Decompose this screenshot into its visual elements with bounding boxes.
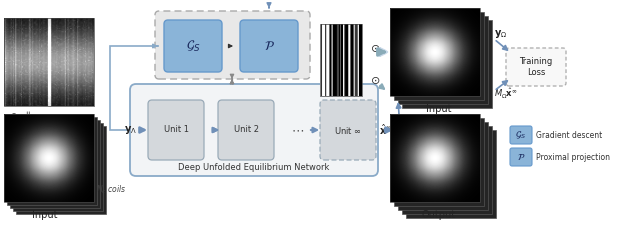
Text: Unit $\infty$: Unit $\infty$ (334, 124, 362, 135)
Bar (390, 8, 480, 96)
Text: $\mathcal{P}$: $\mathcal{P}$ (517, 152, 525, 162)
Text: $\odot$: $\odot$ (10, 112, 19, 122)
Text: $\mathbf{y}_{\Omega}$: $\mathbf{y}_{\Omega}$ (494, 28, 508, 40)
FancyBboxPatch shape (130, 84, 378, 176)
Bar (7, 117, 97, 205)
Text: Gradient descent: Gradient descent (536, 131, 602, 140)
Text: $N_c$ coils: $N_c$ coils (96, 184, 126, 196)
Text: $\Downarrow$: $\Downarrow$ (20, 111, 32, 123)
Text: $\odot$: $\odot$ (370, 42, 380, 53)
Text: $\mathbf{y}_{\Lambda}$: $\mathbf{y}_{\Lambda}$ (262, 0, 275, 1)
Text: $M_{\Lambda}$: $M_{\Lambda}$ (42, 114, 56, 128)
Bar (402, 20, 492, 108)
Text: Unit 2: Unit 2 (234, 125, 259, 134)
FancyBboxPatch shape (240, 20, 298, 72)
Text: Unit 1: Unit 1 (163, 125, 189, 134)
Bar (4, 114, 94, 202)
Text: Input: Input (426, 104, 452, 114)
Text: $\mathbf{y}_{\Lambda}$: $\mathbf{y}_{\Lambda}$ (124, 124, 137, 136)
FancyBboxPatch shape (218, 100, 274, 160)
Bar (406, 130, 496, 218)
Bar (4, 18, 94, 106)
Text: Output: Output (422, 210, 456, 220)
Bar (394, 118, 484, 206)
Bar (13, 123, 103, 211)
FancyBboxPatch shape (320, 100, 376, 160)
FancyBboxPatch shape (506, 48, 566, 86)
Text: $\mathcal{P}$: $\mathcal{P}$ (264, 40, 275, 52)
FancyBboxPatch shape (510, 148, 532, 166)
FancyBboxPatch shape (155, 11, 310, 79)
FancyBboxPatch shape (148, 100, 204, 160)
Bar (402, 126, 492, 214)
Text: $M_{\Omega}\hat{\mathbf{x}}^{\infty}$: $M_{\Omega}\hat{\mathbf{x}}^{\infty}$ (494, 87, 518, 101)
Text: Training
Loss: Training Loss (520, 57, 552, 77)
Bar (398, 122, 488, 210)
Bar (398, 16, 488, 104)
FancyBboxPatch shape (164, 20, 222, 72)
Text: $\mathcal{G}_S$: $\mathcal{G}_S$ (186, 39, 200, 53)
Text: $\mathcal{G}_S$: $\mathcal{G}_S$ (515, 129, 527, 141)
Text: $\cdots$: $\cdots$ (291, 123, 305, 136)
Text: $\odot$: $\odot$ (370, 75, 380, 87)
Bar (320, 24, 362, 96)
Bar (394, 12, 484, 100)
Bar (16, 126, 106, 214)
Text: Deep Unfolded Equilibrium Network: Deep Unfolded Equilibrium Network (179, 163, 330, 172)
Bar (390, 114, 480, 202)
Text: Proximal projection: Proximal projection (536, 152, 610, 162)
FancyBboxPatch shape (510, 126, 532, 144)
Text: $\hat{\mathbf{x}}^{\infty}$: $\hat{\mathbf{x}}^{\infty}$ (380, 123, 393, 137)
Text: Input: Input (32, 210, 58, 220)
Bar (10, 120, 100, 208)
